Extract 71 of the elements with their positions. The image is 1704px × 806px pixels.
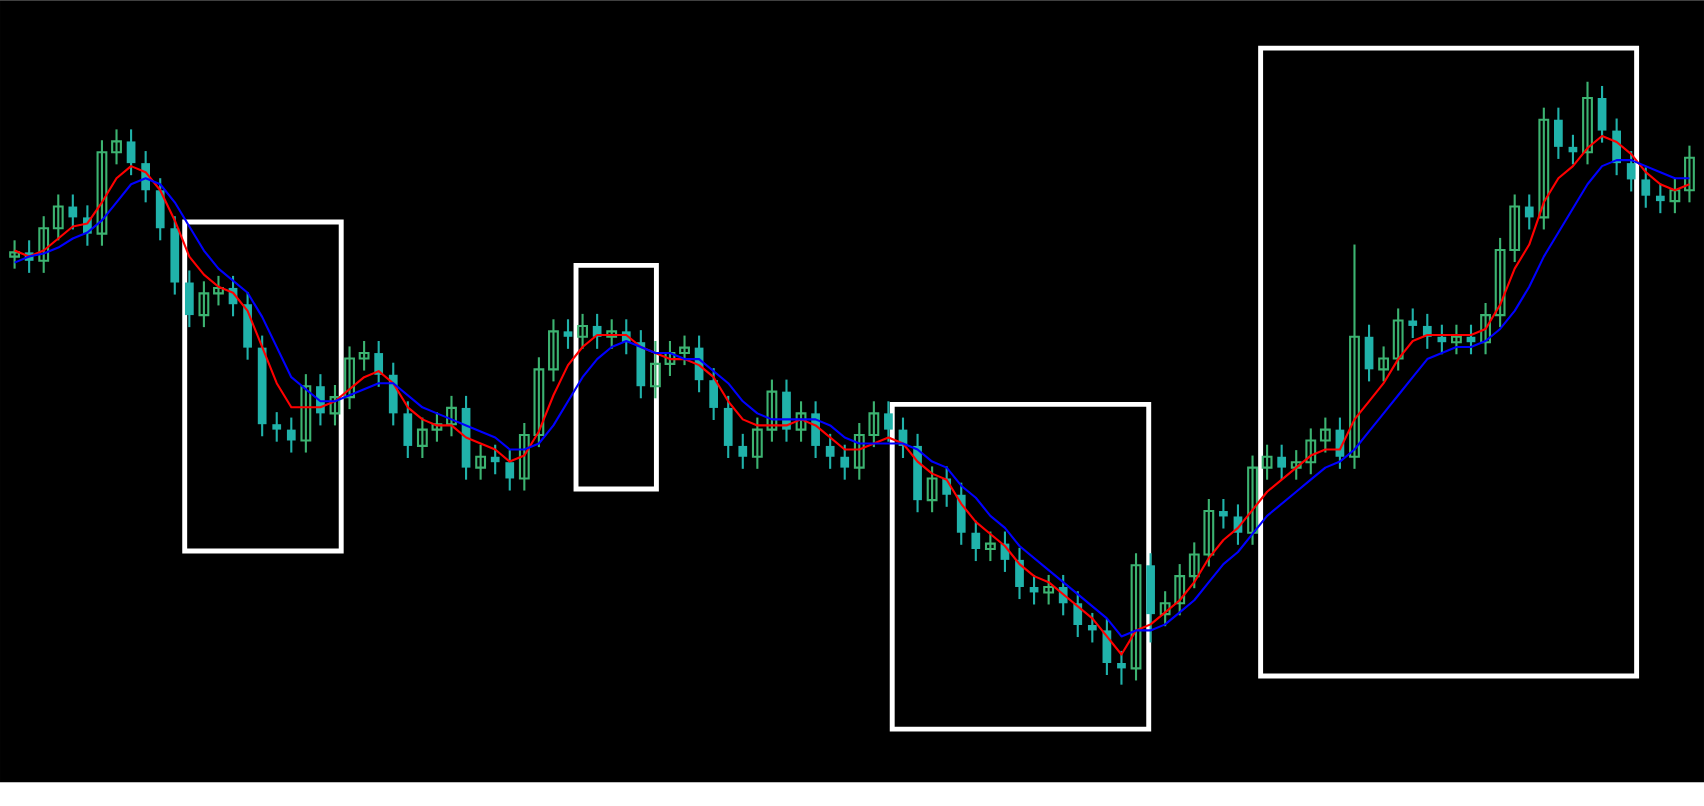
candlestick: [329, 383, 341, 427]
candlestick: [68, 193, 78, 231]
candlestick: [1043, 573, 1055, 606]
candlestick: [505, 448, 515, 492]
candlestick: [518, 421, 530, 492]
candlestick: [272, 410, 282, 443]
candlestick: [96, 138, 108, 247]
candlestick: [766, 378, 778, 443]
candlestick: [1290, 448, 1302, 481]
candlestick: [111, 128, 122, 166]
candlestick: [1538, 106, 1550, 231]
candlestick: [1451, 323, 1462, 356]
candlestick: [840, 443, 850, 481]
candlestick: [286, 416, 296, 454]
candlestick: [738, 432, 748, 470]
candlestick: [1626, 149, 1636, 193]
candlestick: [1684, 144, 1695, 204]
candlestick: [1247, 454, 1258, 546]
candlestick: [825, 432, 835, 470]
candlestick: [1159, 589, 1171, 628]
candlestick: [300, 372, 312, 454]
candlestick: [1174, 562, 1186, 617]
candlestick: [344, 345, 355, 410]
candlestick: [198, 280, 210, 328]
candlestick: [1655, 182, 1665, 215]
candlestick: [1494, 236, 1506, 328]
candlestick: [649, 339, 661, 400]
candlestick: [1219, 497, 1228, 530]
candlestick: [446, 394, 457, 438]
candlestick: [213, 274, 224, 307]
candlestick: [475, 443, 487, 481]
candlestick: [533, 355, 545, 448]
candlestick: [1130, 551, 1142, 682]
candlestick: [563, 318, 573, 350]
candlestick: [1117, 649, 1126, 686]
candlestick: [751, 416, 763, 470]
candlestick: [606, 318, 618, 350]
candlestick: [1349, 243, 1360, 470]
candlestick: [884, 400, 893, 443]
candlestick: [1277, 443, 1287, 481]
candlestick: [926, 465, 938, 514]
candlestick: [1524, 193, 1534, 231]
candlestick: [1188, 541, 1200, 590]
candlestick: [1378, 345, 1390, 383]
candlestick: [1073, 589, 1083, 638]
candlestick: [1392, 307, 1404, 372]
candlestick: [664, 339, 676, 377]
candlestick: [490, 443, 500, 476]
candlestick: [795, 400, 807, 443]
candlestick: [374, 339, 384, 388]
candlestick: [1319, 416, 1331, 454]
candlestick: [548, 318, 559, 383]
candlestick: [1669, 176, 1681, 215]
candlestick: [853, 421, 865, 481]
candlestick: [126, 128, 136, 177]
candlestick: [1203, 497, 1215, 568]
candlestick: [984, 530, 996, 562]
candlestick: [1480, 301, 1491, 356]
candlestick: [358, 339, 370, 372]
candlestick: [1261, 443, 1273, 481]
candlestick: [1305, 427, 1317, 476]
candlestick: [1509, 193, 1521, 263]
candlestick: [1087, 611, 1097, 644]
candlestick: [679, 334, 690, 366]
candlestick: [577, 312, 588, 350]
candlestick: [9, 239, 20, 270]
candlestick: [1582, 80, 1593, 166]
candlestick: [868, 400, 880, 448]
candlestick: [38, 214, 50, 274]
candlestick: [1408, 307, 1418, 339]
candlestick: [1641, 166, 1651, 209]
